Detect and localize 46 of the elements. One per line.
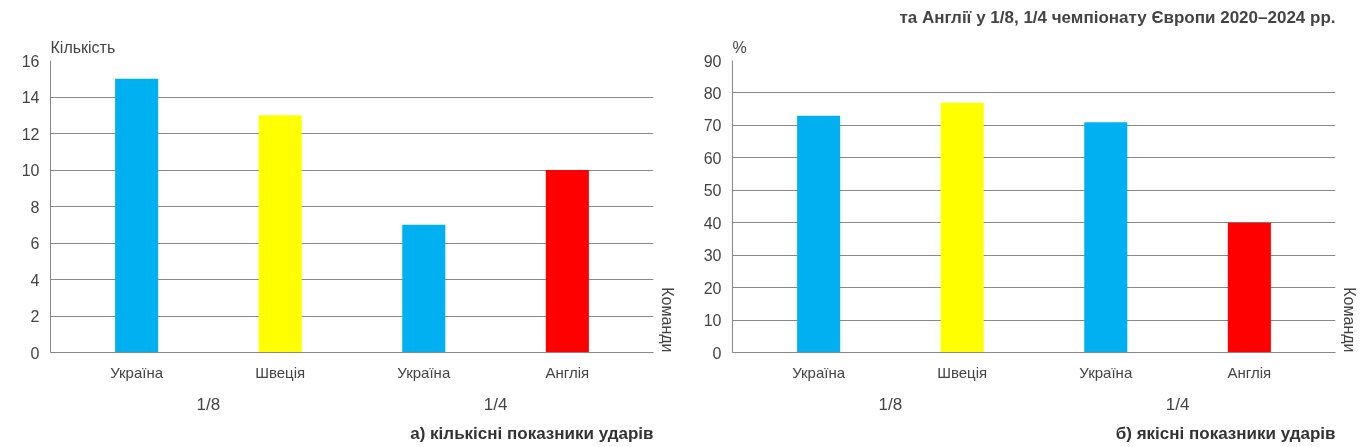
chart-title: та Англії у 1/8, 1/4 чемпіонату Європи 2020–2024 рр. [899,7,1336,27]
y-tick-label: 20 [703,279,722,297]
bar [402,224,446,353]
y-tick-label: 8 [30,198,40,216]
y-tick-label: 70 [703,117,722,135]
text: а) кількісні показники ударів [410,423,654,443]
y2-axis-title: Команди [1340,287,1358,353]
text: 1/4 [1165,394,1190,414]
y-tick-label: 14 [21,89,40,106]
y-tick-label: 50 [703,182,722,200]
y-tick-label: 0 [30,344,40,362]
x-tick-label: Україна [397,363,451,381]
y-tick-label: 4 [30,271,40,289]
bar [940,102,984,353]
x-tick-label: Швеція [937,363,988,381]
y-tick-label: 10 [21,162,40,179]
y-tick-label: 60 [703,149,722,167]
y-tick-label: 16 [21,52,40,70]
y-axis-title: Кількість [50,38,116,56]
x-tick-label: Україна [1079,363,1133,381]
y-tick-label: 30 [703,247,722,265]
y-tick-label: 40 [703,214,722,232]
y-tick-label: 90 [703,52,722,70]
y-tick-label: 80 [703,84,722,102]
y-tick-label: 12 [21,125,40,143]
x-tick-label: Україна [792,363,846,381]
text: 1/8 [878,394,903,414]
bar [258,115,302,353]
x-tick-label: Україна [110,363,164,381]
y-tick-label: 6 [30,235,40,252]
x-tick-label: Англія [545,363,590,381]
y2-axis-title: Команди [658,287,676,353]
bar [1084,122,1128,353]
y-axis-title: % [732,38,747,56]
bar [797,115,841,353]
y-tick-label: 0 [712,344,722,362]
y-tick-label: 2 [30,308,40,325]
bar [115,78,159,353]
y-tick-label: 10 [703,312,722,330]
bar [1227,222,1271,353]
text: б) якісні показники ударів [1115,423,1336,443]
x-tick-label: Англія [1227,363,1272,381]
text: 1/8 [196,394,221,414]
bar [545,170,589,353]
text: 1/4 [483,394,508,414]
x-tick-label: Швеція [255,363,306,381]
